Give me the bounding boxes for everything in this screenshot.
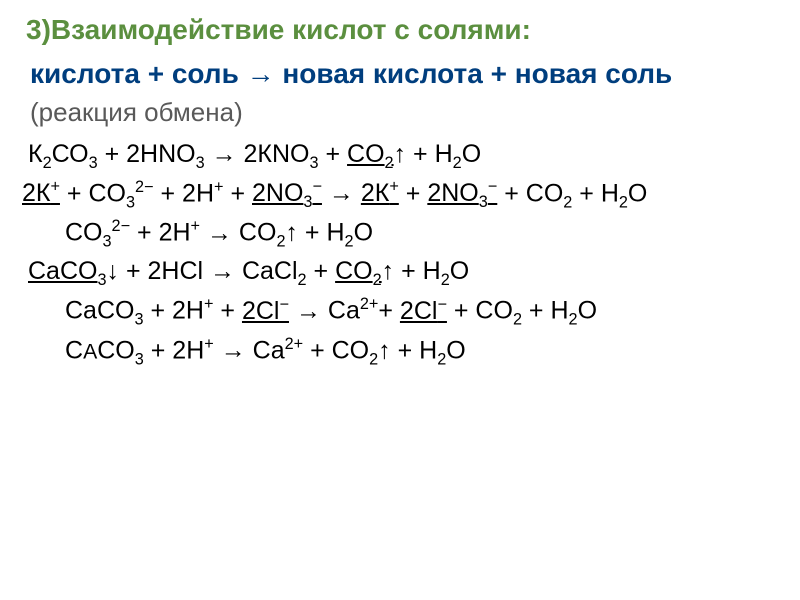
- eq1-ionic-net: CO32− + 2H+ → CO2↑ + H2O: [20, 216, 780, 253]
- eq1-ionic-full: 2К+ + CO32− + 2H+ + 2NО3− → 2К+ + 2NО3− …: [20, 177, 780, 214]
- reaction-type-note: (реакция обмена): [20, 97, 780, 128]
- heading-text: 3)Взаимодействие кислот с солями:: [26, 14, 531, 45]
- eq1-molecular: К2СО3 + 2HNО3 → 2КNО3 + CO2↑ + H2O: [20, 138, 780, 175]
- eq2-ionic-net: CACO3 + 2H+ → Ca2+ + CO2↑ + H2O: [20, 334, 780, 371]
- eq2-molecular: CaCO3↓ + 2HCl → CaCl2 + CO2↑ + H2O: [20, 255, 780, 292]
- eq2-ionic-full: CaCO3 + 2H+ + 2Cl− → Ca2++ 2Cl− + CO2 + …: [20, 294, 780, 331]
- reaction-summary: кислота + соль → новая кислота + новая с…: [20, 56, 780, 91]
- section-heading: 3)Взаимодействие кислот с солями:: [20, 14, 780, 46]
